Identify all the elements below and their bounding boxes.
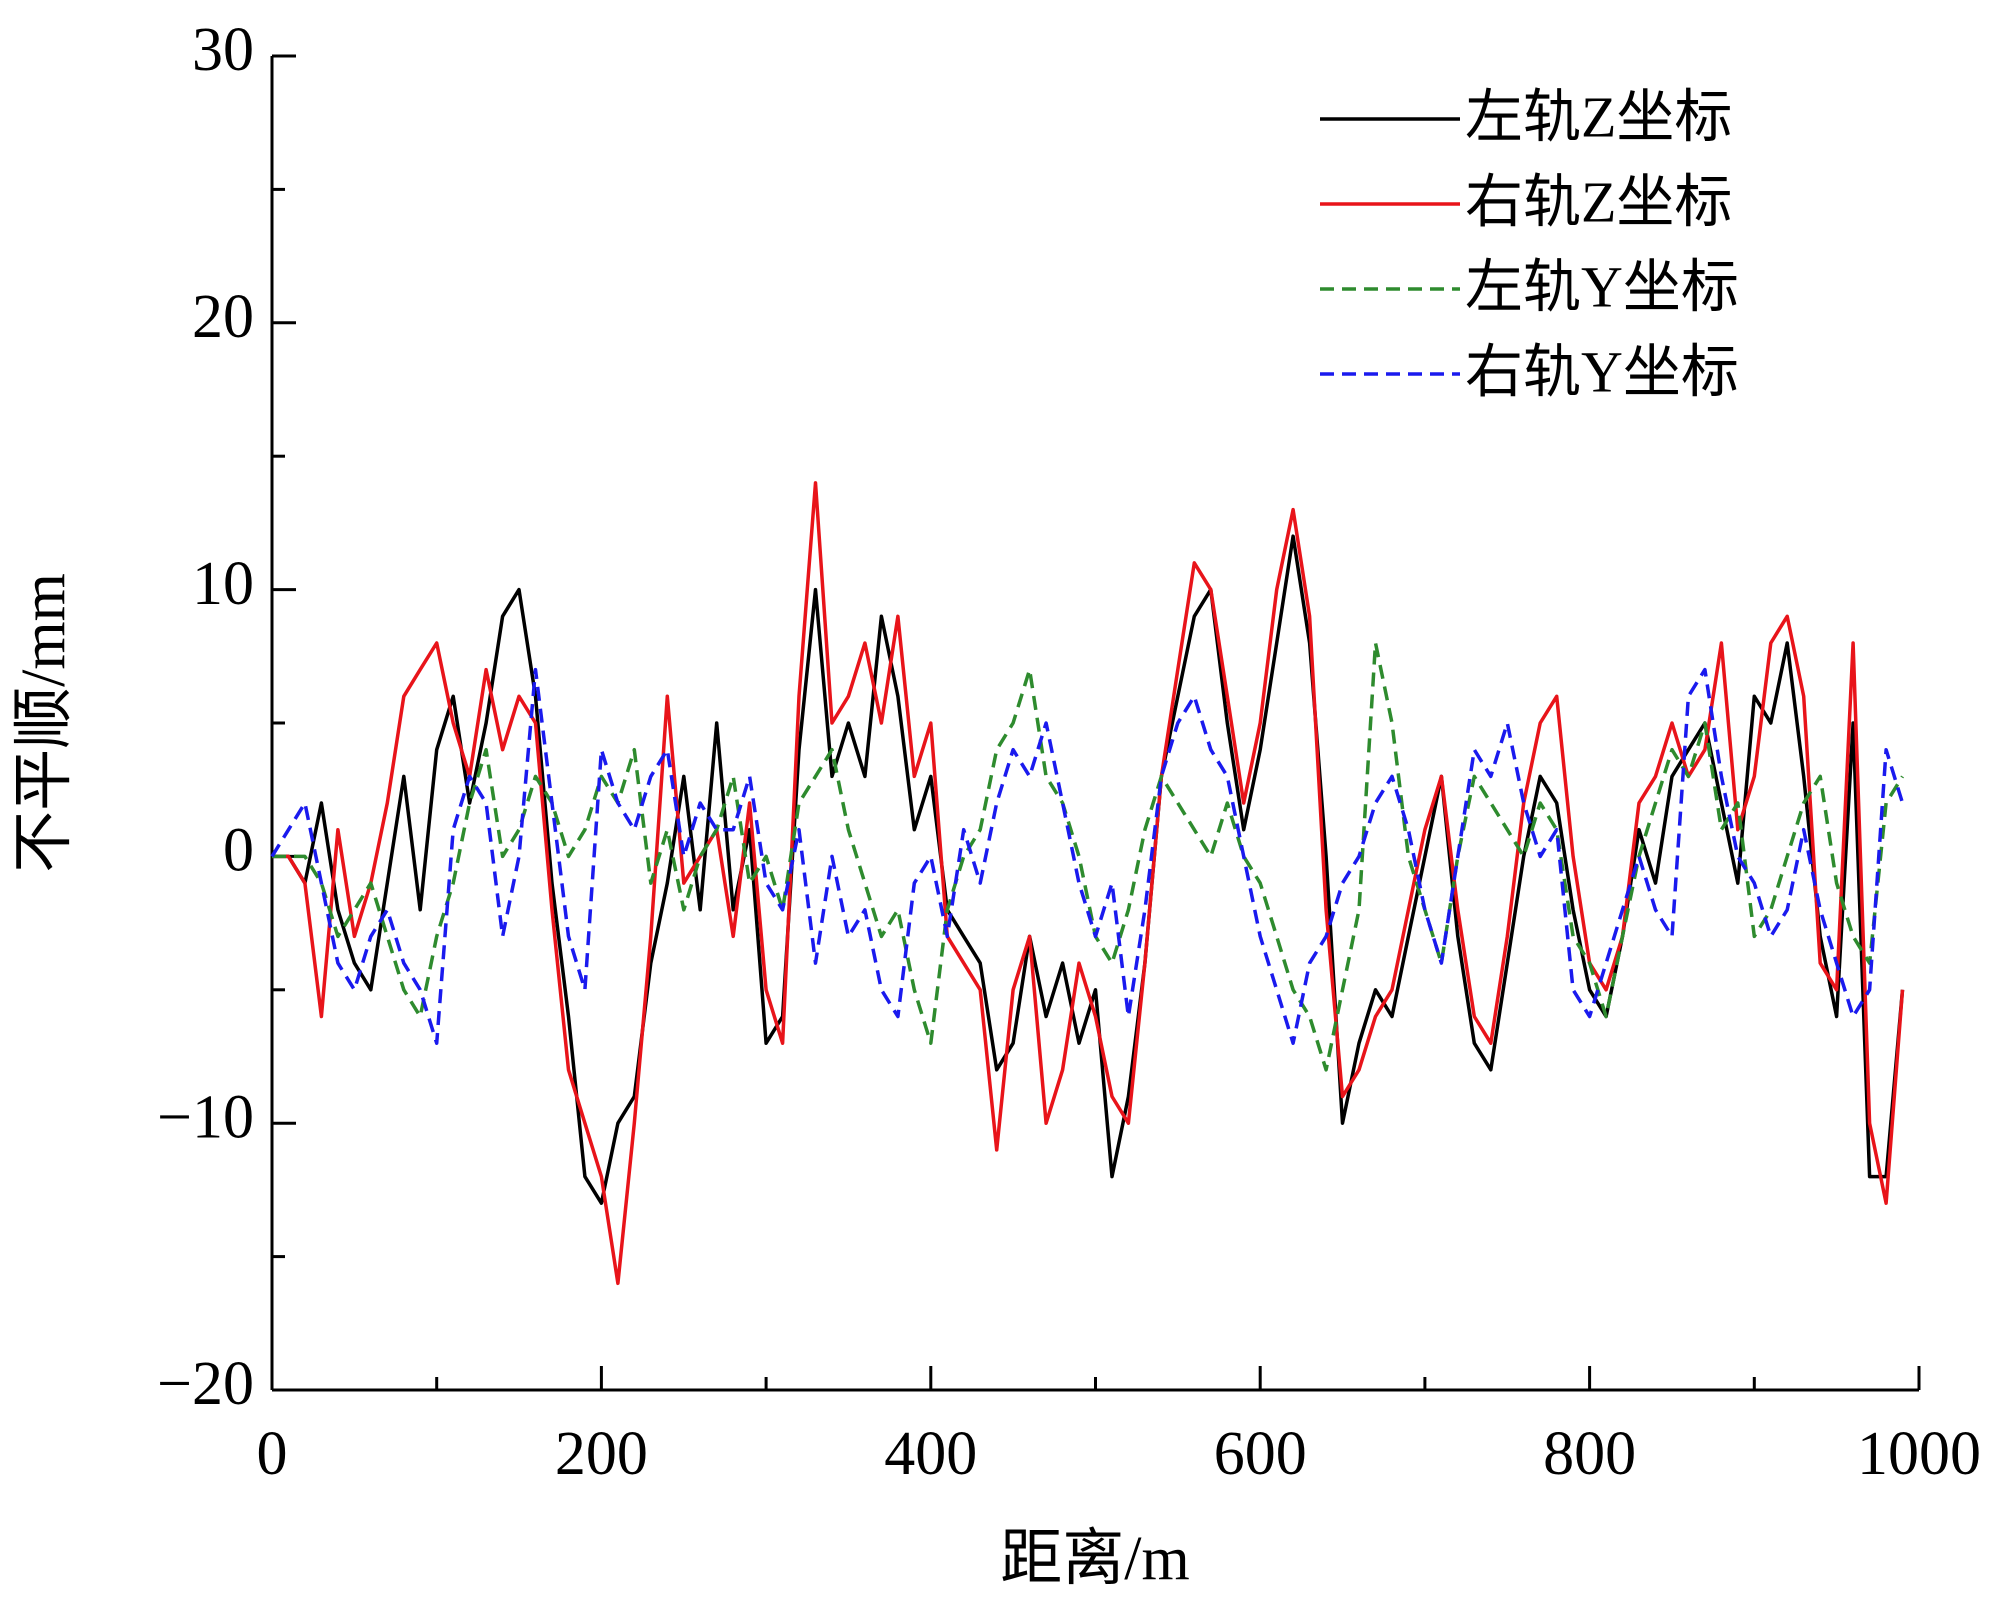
y-tick-label: 0	[223, 817, 254, 885]
series-line	[272, 641, 1904, 1072]
y-tick-label: 30	[192, 16, 254, 84]
x-tick-label: 200	[555, 1420, 648, 1488]
legend-label: 右轨Z坐标	[1465, 169, 1732, 234]
y-tick-label: −10	[157, 1083, 254, 1151]
series-line	[270, 667, 1905, 1045]
y-axis-title: 不平顺/mm	[10, 573, 78, 873]
legend-label: 右轨Y坐标	[1465, 339, 1739, 404]
legend-label: 左轨Z坐标	[1465, 84, 1732, 149]
y-tick-label: −20	[157, 1350, 254, 1418]
y-tick-label: 20	[192, 283, 254, 351]
x-tick-label: 800	[1543, 1420, 1636, 1488]
x-tick-label: 1000	[1857, 1420, 1981, 1488]
x-tick-label: 0	[257, 1420, 288, 1488]
series-line	[272, 481, 1905, 1286]
x-axis-title: 距离/m	[1000, 1525, 1189, 1593]
x-tick-label: 600	[1214, 1420, 1307, 1488]
y-tick-label: 10	[192, 550, 254, 618]
legend-label: 左轨Y坐标	[1465, 254, 1739, 319]
x-tick-label: 400	[884, 1420, 977, 1488]
